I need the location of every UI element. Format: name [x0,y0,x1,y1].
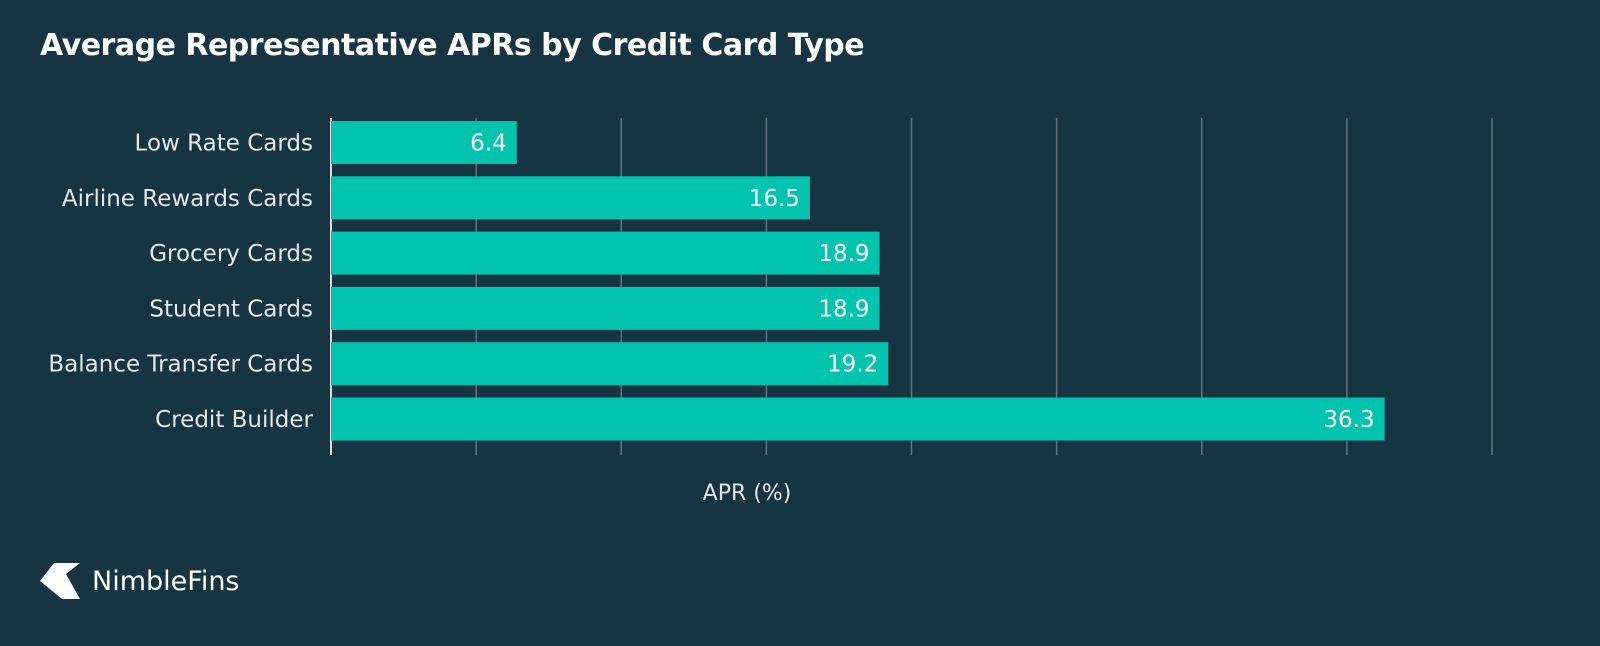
bar [331,121,517,164]
bar [331,286,880,330]
data-label: 36.3 [1323,407,1374,433]
bar [331,231,880,275]
bar [331,397,1385,441]
category-label: Student Cards [149,296,313,322]
category-label: Airline Rewards Cards [62,186,313,212]
bar [331,176,810,220]
brand-logo: NimbleFins [40,563,240,599]
bars: 6.4 16.5 18.9 18.9 19.2 36.3 [331,121,1385,441]
data-label: 6.4 [470,131,507,157]
data-label: 19.2 [827,352,878,378]
bar [331,342,889,386]
category-label: Credit Builder [155,407,313,433]
category-label: Low Rate Cards [135,131,313,157]
category-label: Grocery Cards [149,241,313,267]
category-labels: Low Rate Cards Airline Rewards Cards Groce… [48,131,313,434]
category-label: Balance Transfer Cards [48,352,313,378]
x-axis-label: APR (%) [703,481,792,506]
brand-name: NimbleFins [92,565,240,597]
data-label: 18.9 [818,296,869,322]
chart-title: Average Representative APRs by Credit Ca… [40,28,865,63]
nimblefins-logo-icon [40,563,80,599]
data-label: 16.5 [749,186,800,212]
data-label: 18.9 [818,241,869,267]
